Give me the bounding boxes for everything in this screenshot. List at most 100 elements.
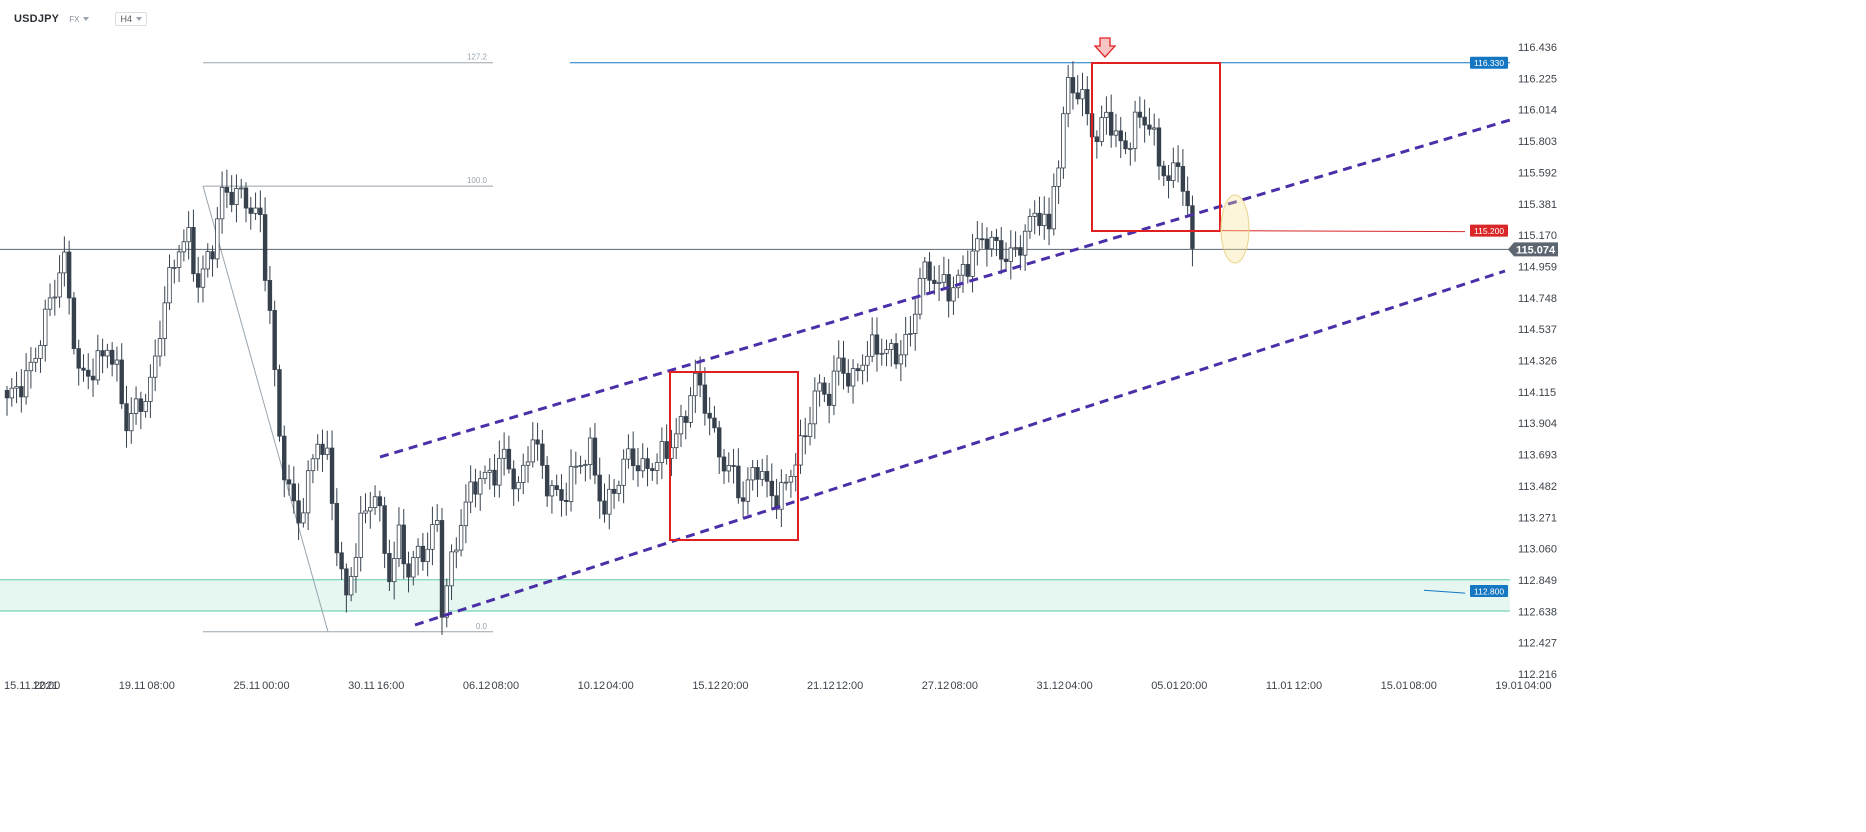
candle <box>272 300 277 387</box>
candle <box>157 320 163 367</box>
candle <box>52 279 57 316</box>
candle-body <box>301 512 306 524</box>
candle-body <box>258 207 263 216</box>
candle <box>869 317 875 363</box>
x-tick-label: 04:00 <box>606 680 634 692</box>
candle <box>1180 149 1186 207</box>
candle-body <box>391 558 397 583</box>
candle-body <box>344 568 349 596</box>
candle-body <box>415 545 421 558</box>
candle-body <box>501 448 507 459</box>
candle <box>387 539 392 591</box>
candle <box>659 427 665 480</box>
candle-body <box>449 551 454 587</box>
candle-body <box>1003 258 1009 262</box>
candle <box>33 347 38 372</box>
candle-body <box>305 470 311 514</box>
timeframe-chevron-down-icon <box>135 17 142 21</box>
candle <box>760 458 765 487</box>
candle <box>396 507 402 567</box>
candle <box>1104 96 1109 135</box>
candle <box>76 339 81 386</box>
candle-body <box>664 441 669 459</box>
channel-lines-group <box>379 118 1511 627</box>
candle <box>573 451 579 485</box>
candle-body <box>793 464 798 477</box>
candle <box>253 192 258 221</box>
x-tick-label: 20:00 <box>721 680 749 692</box>
support-zone <box>0 579 1510 612</box>
candle <box>434 504 440 532</box>
candle <box>1008 230 1013 280</box>
channel-lower-line <box>414 269 1506 627</box>
candle-body <box>368 507 373 512</box>
candle <box>215 207 220 268</box>
candle <box>712 405 717 433</box>
fib-trend-line <box>202 185 329 632</box>
candle-body <box>1104 111 1109 118</box>
candle <box>1123 131 1128 155</box>
support-tag <box>1470 584 1508 597</box>
candle <box>391 541 397 600</box>
candle <box>783 473 789 491</box>
market-chevron-down-icon[interactable] <box>83 17 90 21</box>
candle <box>602 483 607 523</box>
red-level-line <box>1221 230 1466 233</box>
candle-body <box>372 496 378 508</box>
candle-body <box>1061 113 1066 169</box>
candle <box>23 353 29 405</box>
candle <box>822 376 827 403</box>
candle-body <box>152 355 158 378</box>
candle <box>43 299 48 362</box>
candle <box>736 448 741 504</box>
candle-body <box>721 456 727 472</box>
candle-body <box>965 264 970 277</box>
candle-body <box>176 251 182 268</box>
candle <box>549 480 555 514</box>
symbol-name[interactable]: USDJPY <box>14 13 60 25</box>
candle <box>296 483 301 541</box>
candle-body <box>468 481 473 503</box>
y-tick-label: 115.803 <box>1518 136 1557 148</box>
candle <box>1056 160 1061 205</box>
candle <box>908 315 913 347</box>
candle <box>478 470 483 511</box>
candle-body <box>635 465 641 472</box>
candle <box>325 430 330 460</box>
candle <box>525 446 531 483</box>
candle <box>999 227 1004 275</box>
candle-body <box>62 251 67 274</box>
candle-body <box>1161 165 1166 177</box>
y-tick-label: 113.904 <box>1518 418 1557 430</box>
candle-body <box>186 227 191 243</box>
candle <box>463 484 469 544</box>
candle-body <box>497 457 502 486</box>
y-tick-label: 112.849 <box>1518 575 1557 587</box>
x-tick-label: 06.12 <box>463 680 491 692</box>
candle <box>105 343 110 369</box>
candle <box>850 359 856 404</box>
candle-body <box>353 557 359 577</box>
candle-body <box>19 386 24 398</box>
candle <box>1118 117 1123 159</box>
x-tick-label: 19.01 <box>1495 680 1523 692</box>
candle <box>200 255 206 303</box>
candle <box>1137 96 1143 129</box>
candle <box>965 250 970 284</box>
candle-body <box>678 416 684 435</box>
price-tags-group: 116.330 115.200 112.800 115.074 <box>1470 56 1558 597</box>
candle-body <box>234 188 239 205</box>
candle <box>745 467 751 515</box>
candle <box>616 480 622 502</box>
candle <box>406 551 411 593</box>
candle <box>28 347 34 389</box>
timeframe-selector[interactable]: H4 <box>115 12 147 26</box>
current-price-tag-text: 115.074 <box>1516 244 1556 256</box>
candle-body <box>124 403 129 432</box>
horizontal-levels-group <box>0 62 1510 594</box>
consolidation-box-1 <box>669 371 799 541</box>
candle <box>348 567 354 602</box>
candle <box>95 334 101 385</box>
candle <box>363 493 368 524</box>
